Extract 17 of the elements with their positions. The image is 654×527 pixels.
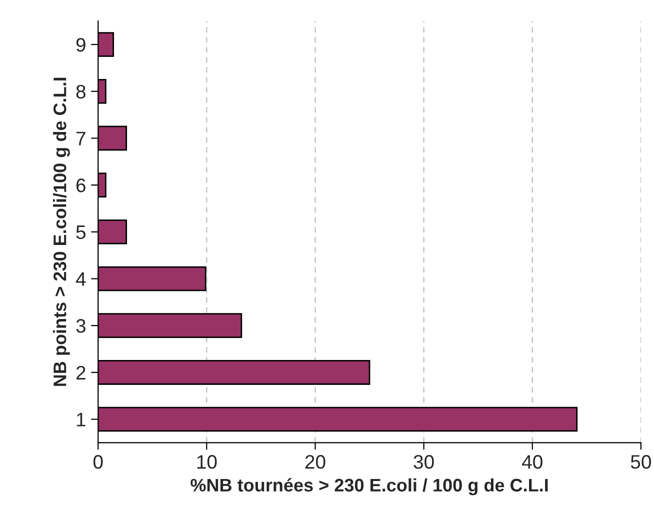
- x-tick-label: 30: [414, 455, 434, 469]
- y-axis-title: NB points > 230 E.coli/100 g de C.L.I: [53, 78, 70, 386]
- y-tick-label: 7: [76, 132, 86, 146]
- y-tick-label: 2: [76, 366, 86, 380]
- x-tick-label: 0: [93, 455, 103, 469]
- x-axis-title: %NB tournées > 230 E.coli / 100 g de C.L.I: [190, 478, 548, 496]
- y-tick-label: 6: [76, 178, 86, 192]
- y-tick-label: 5: [76, 226, 86, 240]
- y-tick-label: 1: [76, 412, 86, 426]
- y-tick-label: 9: [76, 38, 86, 52]
- y-tick-label: 8: [76, 84, 86, 99]
- x-tick-label: 50: [630, 455, 651, 469]
- y-tick-label: 3: [76, 319, 86, 333]
- y-tick-label: 4: [76, 272, 86, 286]
- x-tick-label: 20: [305, 455, 326, 469]
- x-tick-label: 40: [522, 455, 542, 469]
- x-tick-label: 10: [197, 455, 217, 469]
